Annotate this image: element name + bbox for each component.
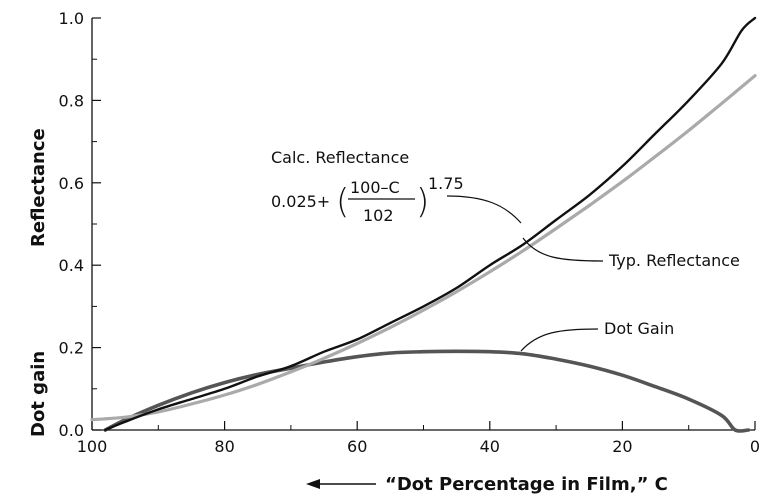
x-tick-label: 20 xyxy=(612,437,632,456)
y-tick-label: 1.0 xyxy=(59,9,84,28)
x-tick-label: 80 xyxy=(214,437,234,456)
formula-open-paren: ( xyxy=(336,182,349,222)
typ-reflectance-label: Typ. Reflectance xyxy=(608,251,740,270)
x-tick-label: 100 xyxy=(77,437,108,456)
calc-reflectance-leader xyxy=(446,195,522,224)
typ-reflectance-line xyxy=(104,16,757,432)
dot-gain-line xyxy=(103,349,751,433)
y-tick-label: 0.6 xyxy=(59,174,84,193)
y-tick-label: 0.8 xyxy=(59,91,84,110)
formula-close-paren: ) xyxy=(416,182,429,222)
series-lines xyxy=(90,16,757,433)
formula-prefix: 0.025+ xyxy=(271,192,330,211)
y-axis-title-reflectance: Reflectance xyxy=(28,128,49,247)
calc-reflectance-label: Calc. Reflectance xyxy=(271,148,409,167)
x-axis-direction-arrow xyxy=(306,479,376,489)
formula-numerator: 100–C xyxy=(350,178,400,197)
calc-reflectance-line xyxy=(90,74,757,422)
y-tick-label: 0.4 xyxy=(59,256,84,275)
tick-labels: 0.0 0.2 0.4 0.6 0.8 1.0 100 80 60 40 20 0 xyxy=(59,9,761,456)
dot-gain-label: Dot Gain xyxy=(604,319,674,338)
y-tick-label: 0.0 xyxy=(59,421,84,440)
formula-exponent: 1.75 xyxy=(428,174,464,193)
formula-denominator: 102 xyxy=(363,206,394,225)
dot-gain-leader xyxy=(520,328,599,352)
x-tick-label: 60 xyxy=(347,437,367,456)
reflectance-formula: 0.025+ ( 100–C 102 ) 1.75 xyxy=(271,174,464,225)
x-tick-label: 0 xyxy=(750,437,760,456)
axes xyxy=(91,17,756,431)
y-tick-label: 0.2 xyxy=(59,339,84,358)
y-axis-title-dot-gain: Dot gain xyxy=(28,351,49,437)
x-tick-label: 40 xyxy=(480,437,500,456)
x-axis-title: “Dot Percentage in Film,” C xyxy=(385,474,668,495)
typ-reflectance-leader xyxy=(522,237,604,262)
